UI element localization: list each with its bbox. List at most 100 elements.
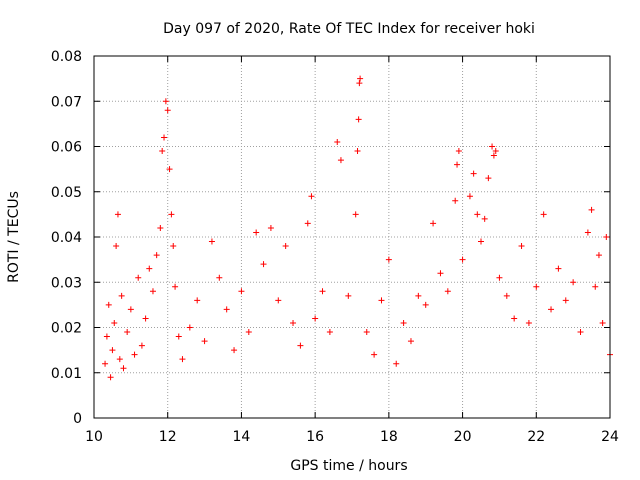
y-tick-label: 0.03	[51, 275, 82, 291]
data-point	[201, 338, 208, 345]
data-point	[548, 306, 555, 313]
x-tick-label: 24	[601, 429, 619, 445]
data-point	[355, 116, 362, 123]
data-point	[555, 265, 562, 272]
data-point	[485, 175, 492, 182]
data-point	[312, 315, 319, 322]
data-point	[599, 319, 606, 326]
data-point	[525, 319, 532, 326]
data-point	[308, 193, 315, 200]
data-point	[400, 319, 407, 326]
data-point	[142, 315, 149, 322]
data-point	[267, 224, 274, 231]
data-point	[518, 243, 525, 250]
data-point	[111, 319, 118, 326]
data-point	[102, 360, 109, 367]
data-point	[319, 288, 326, 295]
data-point	[489, 143, 496, 150]
data-point	[124, 329, 131, 336]
data-point	[454, 161, 461, 168]
grid	[94, 56, 610, 418]
y-tick-label: 0.08	[51, 49, 82, 65]
data-point	[455, 148, 462, 155]
data-point	[492, 148, 499, 155]
data-point	[304, 220, 311, 227]
y-axis-label: ROTI / TECUs	[6, 191, 22, 283]
x-tick-label: 12	[159, 429, 177, 445]
data-point	[208, 238, 215, 245]
data-point	[378, 297, 385, 304]
data-point	[253, 229, 260, 236]
data-point	[186, 324, 193, 331]
data-point	[105, 301, 112, 308]
data-point	[356, 80, 363, 87]
x-tick-label: 10	[85, 429, 103, 445]
data-points	[102, 75, 613, 381]
y-tick-label: 0.05	[51, 185, 82, 201]
data-point	[194, 297, 201, 304]
data-point	[474, 211, 481, 218]
data-point	[238, 288, 245, 295]
y-tick-label: 0.04	[51, 230, 82, 246]
data-point	[577, 329, 584, 336]
data-point	[326, 329, 333, 336]
data-point	[223, 306, 230, 313]
x-tick-label: 14	[233, 429, 251, 445]
data-point	[146, 265, 153, 272]
data-point	[354, 148, 361, 155]
data-point	[540, 211, 547, 218]
data-point	[459, 256, 466, 263]
data-point	[159, 148, 166, 155]
data-point	[363, 329, 370, 336]
data-point	[216, 274, 223, 281]
data-point	[470, 170, 477, 177]
data-point	[149, 288, 156, 295]
y-tick-label: 0.01	[51, 366, 82, 382]
data-point	[113, 243, 120, 250]
data-point	[466, 193, 473, 200]
data-point	[352, 211, 359, 218]
data-point	[131, 351, 138, 358]
data-point	[345, 292, 352, 299]
data-point	[275, 297, 282, 304]
data-point	[562, 297, 569, 304]
data-point	[407, 338, 414, 345]
data-point	[452, 197, 459, 204]
data-point	[437, 270, 444, 277]
data-point	[127, 306, 134, 313]
data-point	[109, 347, 116, 354]
data-point	[245, 329, 252, 336]
data-point	[430, 220, 437, 227]
data-point	[172, 283, 179, 290]
data-point	[114, 211, 121, 218]
data-point	[161, 134, 168, 141]
data-point	[103, 333, 110, 340]
data-point	[592, 283, 599, 290]
data-point	[584, 229, 591, 236]
data-point	[393, 360, 400, 367]
data-point	[290, 319, 297, 326]
data-point	[490, 152, 497, 159]
data-point	[357, 75, 364, 82]
data-point	[231, 347, 238, 354]
x-tick-label: 22	[527, 429, 545, 445]
chart-title: Day 097 of 2020, Rate Of TEC Index for r…	[163, 21, 535, 37]
data-point	[415, 292, 422, 299]
data-point	[282, 243, 289, 250]
data-point	[603, 234, 610, 240]
data-point	[166, 166, 173, 173]
data-point	[503, 292, 510, 299]
data-point	[570, 279, 577, 286]
data-point	[481, 215, 488, 222]
y-tick-label: 0.06	[51, 140, 82, 156]
data-point	[162, 98, 169, 105]
data-point	[337, 157, 344, 164]
data-point	[444, 288, 451, 295]
data-point	[260, 261, 267, 268]
y-tick-label: 0	[73, 411, 82, 427]
x-axis-label: GPS time / hours	[290, 458, 407, 474]
data-point	[385, 256, 392, 263]
data-point	[120, 365, 127, 372]
data-point	[107, 374, 114, 381]
